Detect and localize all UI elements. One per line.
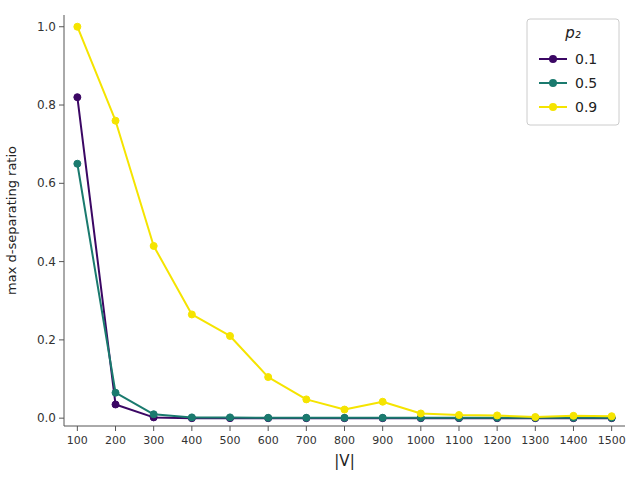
- series-line: [77, 164, 611, 418]
- tick-mark: [59, 418, 64, 419]
- tick-label: 0.4: [37, 255, 56, 269]
- legend-title: p₂: [564, 24, 581, 42]
- tick-label: 1200: [483, 434, 511, 447]
- series-point: [379, 415, 386, 422]
- series-point: [455, 412, 462, 419]
- tick-mark: [611, 426, 612, 431]
- tick-mark: [268, 426, 269, 431]
- x-axis-label: |V|: [334, 452, 354, 470]
- tick-label: 1100: [445, 434, 473, 447]
- series-point: [112, 117, 119, 124]
- tick-label: 500: [220, 434, 241, 447]
- series-point: [532, 414, 539, 421]
- tick-label: 700: [296, 434, 317, 447]
- series-point: [417, 410, 424, 417]
- series-point: [608, 413, 615, 420]
- tick-mark: [59, 105, 64, 106]
- series-point: [112, 389, 119, 396]
- series-point: [227, 332, 234, 339]
- legend-box: [527, 19, 619, 125]
- y-axis-label: max d-separating ratio: [4, 146, 19, 295]
- tick-mark: [420, 426, 421, 431]
- tick-mark: [59, 183, 64, 184]
- tick-label: 1400: [559, 434, 587, 447]
- series-point: [112, 401, 119, 408]
- legend-label: 0.5: [575, 75, 597, 91]
- legend: p₂ 0.1 0.5 0.9: [527, 19, 619, 125]
- series-point: [74, 160, 81, 167]
- series-point: [227, 415, 234, 422]
- series-point: [570, 412, 577, 419]
- tick-label: 400: [181, 434, 202, 447]
- series-point: [188, 415, 195, 422]
- series-point: [303, 415, 310, 422]
- series-point: [494, 412, 501, 419]
- tick-label: 600: [258, 434, 279, 447]
- tick-mark: [535, 426, 536, 431]
- tick-label: 200: [105, 434, 126, 447]
- tick-mark: [59, 261, 64, 262]
- series-point: [379, 398, 386, 405]
- tick-mark: [344, 426, 345, 431]
- series-point: [150, 242, 157, 249]
- series-point: [265, 415, 272, 422]
- series-point: [227, 414, 234, 421]
- tick-mark: [59, 26, 64, 27]
- tick-label: 1000: [407, 434, 435, 447]
- series-point: [150, 411, 157, 418]
- series-point: [379, 414, 386, 421]
- series-point: [532, 413, 539, 420]
- tick-mark: [382, 426, 383, 431]
- tick-label: 0.2: [37, 333, 56, 347]
- tick-label: 800: [334, 434, 355, 447]
- tick-mark: [115, 426, 116, 431]
- y-axis-line: [64, 15, 65, 426]
- tick-mark: [573, 426, 574, 431]
- legend-label: 0.1: [575, 51, 597, 67]
- series-point: [188, 311, 195, 318]
- series-point: [74, 94, 81, 101]
- tick-label: 100: [67, 434, 88, 447]
- tick-mark: [458, 426, 459, 431]
- series-line: [77, 97, 611, 418]
- series-point: [265, 374, 272, 381]
- series-point: [341, 406, 348, 413]
- series-point: [303, 414, 310, 421]
- tick-mark: [77, 426, 78, 431]
- tick-mark: [153, 426, 154, 431]
- tick-label: 1300: [521, 434, 549, 447]
- tick-label: 0.8: [37, 98, 56, 112]
- tick-mark: [230, 426, 231, 431]
- tick-label: 0.6: [37, 176, 56, 190]
- tick-label: 300: [143, 434, 164, 447]
- tick-label: 1.0: [37, 20, 56, 34]
- series-point: [265, 414, 272, 421]
- chart: 0.0 0.2 0.4 0.6 0.8 1.0 100 200 300 400 500 600 700 8…: [0, 0, 640, 478]
- axes: 0.0 0.2 0.4 0.6 0.8 1.0 100 200 300 400 500 600 700 8…: [37, 15, 626, 447]
- legend-marker: [549, 103, 557, 111]
- series-point: [303, 396, 310, 403]
- legend-label: 0.9: [575, 99, 597, 115]
- tick-label: 1500: [598, 434, 626, 447]
- legend-marker: [549, 79, 557, 87]
- series-point: [188, 414, 195, 421]
- legend-marker: [549, 55, 557, 63]
- tick-label: 900: [372, 434, 393, 447]
- series-point: [74, 23, 81, 30]
- series-point: [341, 415, 348, 422]
- tick-mark: [497, 426, 498, 431]
- series-point: [341, 414, 348, 421]
- tick-mark: [306, 426, 307, 431]
- tick-mark: [191, 426, 192, 431]
- tick-mark: [59, 339, 64, 340]
- tick-label: 0.0: [37, 411, 56, 425]
- x-axis-line: [64, 426, 625, 427]
